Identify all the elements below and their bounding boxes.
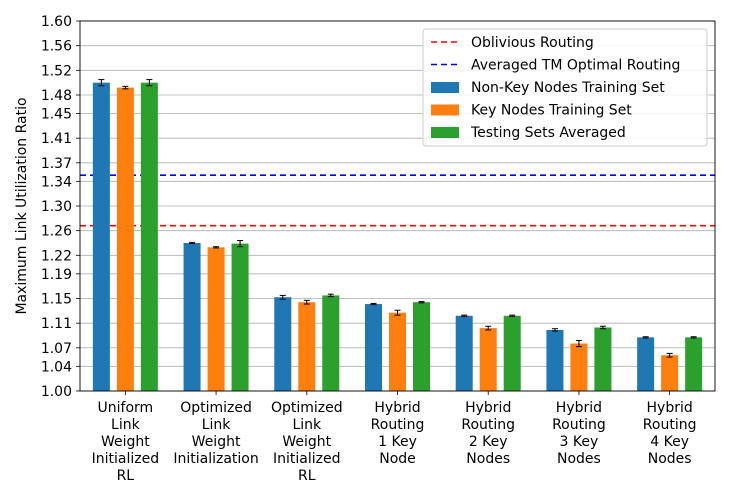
bar	[116, 87, 134, 391]
x-tick-label-line: Initialization	[173, 451, 258, 467]
legend-label: Averaged TM Optimal Routing	[471, 58, 680, 74]
y-tick-label: 1.41	[41, 131, 72, 147]
x-tick-label-line: 4 Key	[650, 434, 689, 450]
x-tick-label-line: Uniform	[98, 400, 154, 416]
y-tick-label: 1.56	[41, 39, 72, 55]
legend-label: Non-Key Nodes Training Set	[471, 80, 665, 96]
x-tick-label-line: Nodes	[466, 451, 510, 467]
x-tick-label-line: Routing	[461, 417, 515, 433]
legend-color-swatch	[431, 82, 459, 93]
x-tick-label-line: Weight	[192, 434, 241, 450]
y-tick-label: 1.48	[41, 88, 72, 104]
bar	[92, 82, 110, 392]
reference-lines	[80, 174, 715, 227]
bar	[140, 82, 158, 392]
legend: Oblivious Routing Averaged TM Optimal Rou…	[422, 28, 708, 147]
x-tick-label: Hybrid Routing 2 Key Nodes	[461, 400, 515, 467]
y-tick-label: 1.26	[41, 224, 72, 240]
bar	[298, 302, 316, 391]
bars	[92, 79, 703, 392]
x-tick-label-line: Link	[292, 417, 322, 433]
x-tick-label-line: Hybrid	[647, 400, 693, 416]
bar	[183, 243, 201, 391]
y-tick-label: 1.60	[41, 14, 72, 30]
x-tick-label: Uniform Link Weight Initialized RL	[92, 400, 159, 484]
y-tick-label: 1.04	[41, 359, 72, 375]
x-tick-label-line: RL	[298, 468, 316, 484]
x-tick-label-line: Link	[111, 417, 141, 433]
bar	[479, 328, 497, 391]
bar	[685, 337, 703, 391]
bar	[207, 247, 225, 391]
x-tick-label-line: Optimized	[271, 400, 343, 416]
bar	[594, 327, 612, 391]
x-tick-label-line: Routing	[371, 417, 425, 433]
bar	[365, 304, 382, 391]
legend-label: Key Nodes Training Set	[471, 103, 632, 119]
bar	[455, 315, 473, 391]
y-tick-label: 1.00	[41, 384, 72, 400]
x-tick-label-line: 2 Key	[469, 434, 508, 450]
y-tick-label: 1.45	[41, 107, 72, 123]
x-tick-label-line: Hybrid	[374, 400, 420, 416]
x-tick-label-line: Routing	[552, 417, 606, 433]
bar	[661, 355, 679, 391]
x-tick-label: Hybrid Routing 4 Key Nodes	[643, 400, 697, 467]
x-tick-label-line: Initialized	[273, 451, 340, 467]
bar	[231, 243, 249, 391]
x-tick-label: Hybrid Routing 1 Key Node	[371, 400, 425, 467]
y-tick-label: 1.52	[41, 63, 72, 79]
y-tick-label: 1.19	[41, 267, 72, 283]
bar	[637, 337, 655, 391]
y-tick-label: 1.37	[41, 156, 72, 172]
y-axis-label: Maximum Link Utilization Ratio	[14, 97, 30, 314]
x-tick-label-line: Routing	[643, 417, 697, 433]
x-tick-label-line: Hybrid	[556, 400, 602, 416]
x-tick-label-line: Optimized	[180, 400, 252, 416]
x-tick-label-line: Hybrid	[465, 400, 511, 416]
x-tick-label: Hybrid Routing 3 Key Nodes	[552, 400, 606, 467]
bar	[413, 302, 430, 391]
y-tick-label: 1.11	[41, 316, 72, 332]
x-tick-label: Optimized Link Weight Initialization	[173, 400, 258, 467]
legend-color-swatch	[431, 127, 459, 138]
y-tick-label: 1.34	[41, 174, 72, 190]
x-tick-label-line: Weight	[101, 434, 150, 450]
bar	[389, 312, 406, 391]
legend-label: Testing Sets Averaged	[470, 125, 626, 141]
x-tick-label-line: Link	[202, 417, 232, 433]
legend-label: Oblivious Routing	[471, 35, 594, 51]
x-tick-label: Optimized Link Weight Initialized RL	[271, 400, 343, 484]
x-tick-label-line: Node	[379, 451, 416, 467]
y-tick-label: 1.30	[41, 199, 72, 215]
bar	[546, 329, 564, 391]
bar	[503, 315, 521, 391]
x-tick-label-line: Weight	[282, 434, 331, 450]
x-tick-label-line: Nodes	[648, 451, 692, 467]
x-tick-label-line: 3 Key	[560, 434, 599, 450]
axes: 1.00 1.04 1.07 1.11 1.15 1.19 1.22 1.26 1.30 1.34…	[41, 14, 716, 484]
y-tick-label: 1.22	[41, 248, 72, 264]
plot-frame	[79, 20, 716, 392]
bar	[570, 343, 588, 391]
legend-box	[422, 28, 708, 147]
bar	[274, 297, 292, 391]
x-tick-label-line: 1 Key	[378, 434, 417, 450]
bar	[322, 295, 340, 391]
legend-color-swatch	[431, 104, 459, 116]
y-tick-label: 1.07	[41, 341, 72, 357]
x-tick-label-line: Nodes	[557, 451, 601, 467]
x-tick-label-line: Initialized	[92, 451, 159, 467]
x-tick-label-line: RL	[117, 468, 135, 484]
y-tick-label: 1.15	[41, 292, 72, 308]
